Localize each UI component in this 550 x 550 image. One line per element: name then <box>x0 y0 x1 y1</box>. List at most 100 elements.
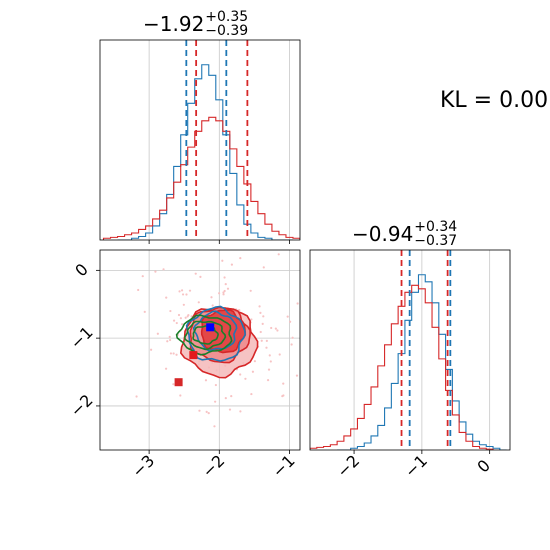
sample-point <box>282 382 285 385</box>
sample-point <box>224 282 227 286</box>
sample-point <box>180 323 184 326</box>
sample-point <box>303 342 305 344</box>
sample-point <box>239 410 242 413</box>
sample-point <box>274 327 277 330</box>
sample-point <box>265 339 268 342</box>
sample-point <box>141 275 144 278</box>
sample-point <box>169 338 172 342</box>
sample-point <box>179 394 182 397</box>
marginal-title-2-value: −0.94 <box>352 222 414 246</box>
sample-point <box>150 348 153 351</box>
density-contour-4 <box>185 305 247 362</box>
sample-point <box>197 301 200 304</box>
sample-point <box>214 383 217 387</box>
sample-point <box>181 293 185 296</box>
sample-point <box>226 287 230 290</box>
marginal-title-2: −0.94 +0.34 −0.37 <box>352 220 457 248</box>
point-marker-1 <box>206 323 215 332</box>
sample-point <box>230 395 233 398</box>
x-tick-label: −1 <box>269 451 299 481</box>
sample-point <box>286 315 289 318</box>
sample-point <box>165 296 168 299</box>
sample-point <box>223 289 226 293</box>
sample-point <box>239 373 242 376</box>
sample-point <box>135 395 138 398</box>
sample-point <box>249 289 252 292</box>
sample-point <box>141 246 143 248</box>
sample-point <box>169 309 172 313</box>
x-tick-label: −2 <box>198 451 228 481</box>
sample-point <box>251 370 255 373</box>
sample-point <box>239 256 242 260</box>
sample-point <box>261 322 264 326</box>
sample-point <box>210 296 213 299</box>
sample-point <box>166 340 169 343</box>
sample-point <box>259 330 262 334</box>
sample-point <box>244 377 247 380</box>
point-marker-3 <box>174 378 183 387</box>
marginal-title-2-plus: +0.34 <box>414 219 458 235</box>
sample-point <box>154 270 157 273</box>
y-tick-label: 0 <box>71 260 92 281</box>
sample-point <box>223 452 225 454</box>
x-tick-label: −1 <box>401 451 431 481</box>
sample-point <box>259 311 262 314</box>
sample-point <box>228 408 232 411</box>
sample-point <box>214 400 217 403</box>
sample-point <box>222 293 225 296</box>
point-marker-2 <box>189 351 198 360</box>
sample-point <box>199 275 202 278</box>
sample-point <box>253 360 257 363</box>
sample-point <box>250 392 253 396</box>
marginal-title-1-plus: +0.35 <box>205 9 249 25</box>
sample-point <box>295 374 299 377</box>
sample-point <box>185 293 188 296</box>
sample-point <box>143 310 146 313</box>
sample-point <box>211 304 214 307</box>
sample-point <box>266 379 270 382</box>
sample-point <box>137 288 140 292</box>
sample-point <box>175 321 178 325</box>
sample-point <box>258 305 261 308</box>
sample-point <box>172 319 176 322</box>
sample-point <box>269 360 272 363</box>
sample-point <box>282 394 285 397</box>
sample-point <box>218 292 221 295</box>
sample-point <box>177 313 181 317</box>
sample-point <box>168 335 171 338</box>
marginal-panel-1-frame <box>99 39 301 241</box>
sample-point <box>296 302 299 305</box>
sample-point <box>224 397 227 400</box>
sample-point <box>304 326 306 328</box>
histogram-series-2 <box>102 116 300 240</box>
sample-point <box>182 303 185 306</box>
sample-point <box>262 315 265 318</box>
sample-point <box>207 412 210 415</box>
marginal-title-2-minus: −0.37 <box>414 233 458 249</box>
sample-point <box>180 289 184 292</box>
density-contour-6 <box>175 314 233 356</box>
sample-point <box>156 332 159 335</box>
sample-point <box>213 425 216 428</box>
sample-point <box>262 266 265 269</box>
sample-point <box>164 367 168 370</box>
sample-point <box>230 263 233 266</box>
sample-point <box>289 320 292 323</box>
density-contour-7 <box>184 320 227 351</box>
sample-point <box>277 253 280 256</box>
sample-point <box>184 316 187 319</box>
sample-point <box>204 379 208 382</box>
kl-divergence-label: KL = 0.00 <box>440 88 549 113</box>
sample-point <box>179 317 182 320</box>
sample-point <box>267 368 271 371</box>
sample-point <box>205 410 208 413</box>
marginal-title-1-minus: −0.39 <box>205 23 249 39</box>
sample-point <box>260 339 263 342</box>
x-tick-label: −3 <box>128 451 158 481</box>
sample-point <box>172 352 175 355</box>
sample-point <box>187 313 190 317</box>
sample-point <box>169 352 173 355</box>
joint-panel-frame <box>99 249 301 451</box>
histogram-series-1 <box>117 64 293 240</box>
